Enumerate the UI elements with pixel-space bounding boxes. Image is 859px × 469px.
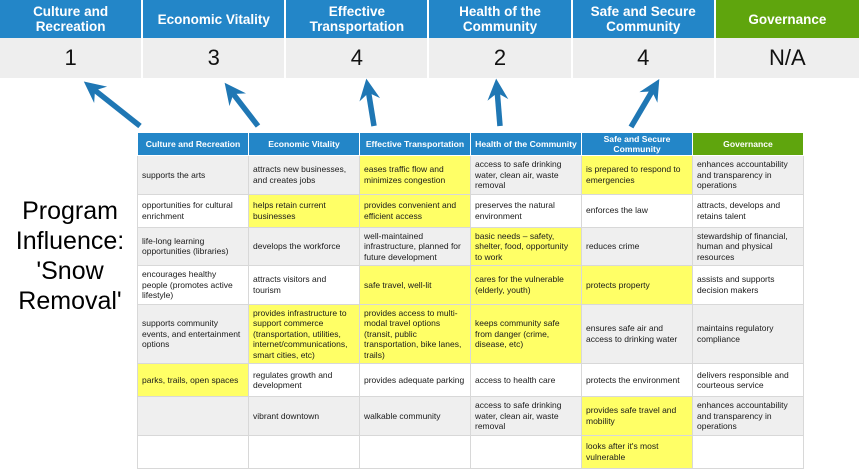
matrix-cell: enhances accountability and transparency… xyxy=(692,396,804,436)
matrix-cell: protects property xyxy=(581,265,693,305)
summary-value-culture-and-recreation: 1 xyxy=(0,38,144,78)
matrix-cell: delivers responsible and courteous servi… xyxy=(692,363,804,397)
matrix-cell: ensures safe air and access to drinking … xyxy=(581,303,693,364)
program-influence-label: Program Influence: 'Snow Removal' xyxy=(15,197,125,315)
matrix-cell: provides adequate parking xyxy=(359,363,471,397)
matrix-cell: assists and supports decision makers xyxy=(692,265,804,305)
arrow-health-of-the-community xyxy=(487,78,509,127)
matrix-cell: protects the environment xyxy=(581,363,693,397)
matrix-header-row: Culture and Recreation Economic Vitality… xyxy=(137,132,804,156)
matrix-cell: provides access to multi-modal travel op… xyxy=(359,303,471,364)
matrix-cell: attracts visitors and tourism xyxy=(248,265,360,305)
matrix-cell: reduces crime xyxy=(581,226,693,266)
summary-value-safe-and-secure-community: 4 xyxy=(573,38,716,78)
matrix-cell: opportunities for cultural enrichment xyxy=(137,193,249,228)
summary-header-row: Culture and Recreation Economic Vitality… xyxy=(0,0,859,38)
matrix-header-health-of-the-community: Health of the Community xyxy=(470,132,582,156)
matrix-cell: access to health care xyxy=(470,363,582,397)
matrix-cell: develops the workforce xyxy=(248,226,360,266)
matrix-cell: preserves the natural environment xyxy=(470,193,582,228)
matrix-cell: access to safe drinking water, clean air… xyxy=(470,396,582,436)
matrix-cell: cares for the vulnerable (elderly, youth… xyxy=(470,265,582,305)
matrix-cell: keeps community safe from danger (crime,… xyxy=(470,303,582,364)
matrix-cell xyxy=(470,434,582,469)
arrow-culture-and-recreation xyxy=(83,81,142,129)
matrix-header-culture-and-recreation: Culture and Recreation xyxy=(137,132,249,156)
matrix-row: supports the arts attracts new businesses… xyxy=(137,155,804,195)
matrix-row: parks, trails, open spaces regulates grow… xyxy=(137,363,804,397)
summary-value-governance: N/A xyxy=(769,45,806,70)
matrix-row: looks after it's most vulnerable xyxy=(137,434,804,469)
matrix-cell: parks, trails, open spaces xyxy=(137,363,249,397)
matrix-cell: well-maintained infrastructure, planned … xyxy=(359,226,471,266)
matrix-header-safe-and-secure-community: Safe and Secure Community xyxy=(581,132,693,156)
matrix-cell: walkable community xyxy=(359,396,471,436)
summary-header-health-of-the-community: Health of the Community xyxy=(429,0,573,38)
matrix-cell: attracts, develops and retains talent xyxy=(692,193,804,228)
matrix-row: vibrant downtown walkable community access… xyxy=(137,396,804,436)
matrix-cell: attracts new businesses, and creates job… xyxy=(248,155,360,195)
summary-scorecard-band: Culture and Recreation Economic Vitality… xyxy=(0,0,859,78)
matrix-cell: life-long learning opportunities (librar… xyxy=(137,226,249,266)
matrix-header-economic-vitality: Economic Vitality xyxy=(248,132,360,156)
priority-matrix-table-wrapper: Culture and Recreation Economic Vitality… xyxy=(137,132,804,469)
matrix-body: supports the arts attracts new businesses… xyxy=(137,155,804,469)
matrix-cell: enhances accountability and transparency… xyxy=(692,155,804,195)
matrix-cell: supports community events, and entertain… xyxy=(137,303,249,364)
summary-header-economic-vitality: Economic Vitality xyxy=(143,0,287,38)
matrix-cell: eases traffic flow and minimizes congest… xyxy=(359,155,471,195)
matrix-cell: provides convenient and efficient access xyxy=(359,193,471,228)
matrix-cell: access to safe drinking water, clean air… xyxy=(470,155,582,195)
matrix-cell: regulates growth and development xyxy=(248,363,360,397)
summary-header-safe-and-secure-community: Safe and Secure Community xyxy=(572,0,716,38)
arrow-connector-layer xyxy=(83,78,660,129)
matrix-row: encourages healthy people (promotes acti… xyxy=(137,265,804,305)
matrix-header-effective-transportation: Effective Transportation xyxy=(359,132,471,156)
arrow-economic-vitality xyxy=(224,82,261,128)
matrix-cell: looks after it's most vulnerable xyxy=(581,434,693,469)
arrow-safe-and-secure-community xyxy=(628,78,660,129)
matrix-cell: provides infrastructure to support comme… xyxy=(248,303,360,364)
matrix-cell: encourages healthy people (promotes acti… xyxy=(137,265,249,305)
matrix-cell: safe travel, well-lit xyxy=(359,265,471,305)
matrix-cell: vibrant downtown xyxy=(248,396,360,436)
matrix-cell: provides safe travel and mobility xyxy=(581,396,693,436)
summary-value-effective-transportation: 4 xyxy=(286,38,430,78)
matrix-row: opportunities for cultural enrichment hel… xyxy=(137,193,804,228)
matrix-cell xyxy=(359,434,471,469)
matrix-cell xyxy=(137,396,249,436)
summary-header-culture-and-recreation: Culture and Recreation xyxy=(0,0,144,38)
matrix-cell: is prepared to respond to emergencies xyxy=(581,155,693,195)
summary-header-effective-transportation: Effective Transportation xyxy=(286,0,430,38)
matrix-cell xyxy=(248,434,360,469)
summary-value-row: 1 3 4 2 4 N/A xyxy=(0,38,859,78)
arrow-effective-transportation xyxy=(359,78,381,127)
matrix-cell: stewardship of financial, human and phys… xyxy=(692,226,804,266)
matrix-cell: enforces the law xyxy=(581,193,693,228)
summary-value-economic-vitality: 3 xyxy=(143,38,287,78)
matrix-row: life-long learning opportunities (librar… xyxy=(137,226,804,266)
matrix-cell: supports the arts xyxy=(137,155,249,195)
matrix-header-governance: Governance xyxy=(692,132,804,156)
matrix-cell: helps retain current businesses xyxy=(248,193,360,228)
matrix-row: supports community events, and entertain… xyxy=(137,303,804,364)
matrix-header: Culture and Recreation Economic Vitality… xyxy=(137,132,804,156)
matrix-cell: maintains regulatory compliance xyxy=(692,303,804,364)
summary-value-health-of-the-community: 2 xyxy=(429,38,573,78)
matrix-cell: basic needs – safety, shelter, food, opp… xyxy=(470,226,582,266)
priority-matrix-table: Culture and Recreation Economic Vitality… xyxy=(137,132,804,469)
matrix-cell xyxy=(692,434,804,469)
summary-header-governance: Governance xyxy=(715,0,859,38)
matrix-cell xyxy=(137,434,249,469)
